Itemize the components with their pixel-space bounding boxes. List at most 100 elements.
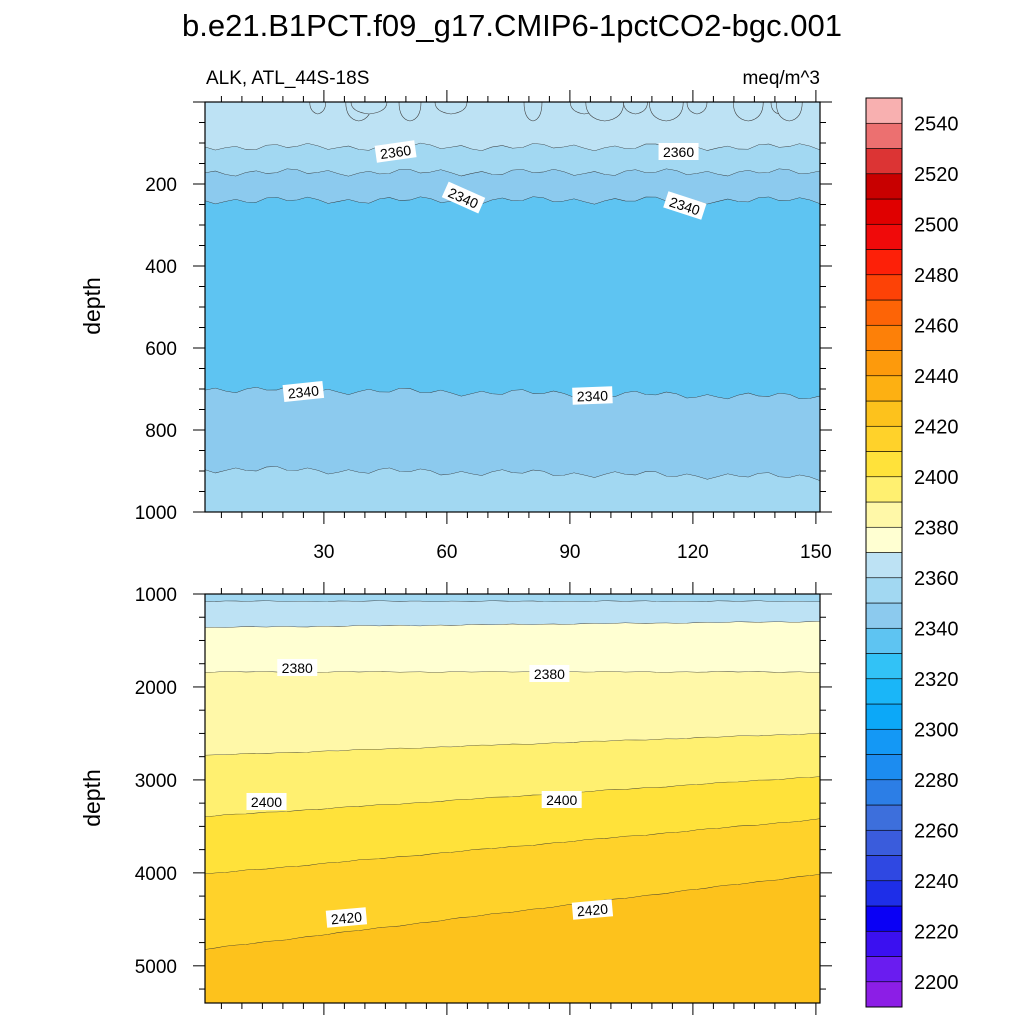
colorbar-swatch [865, 653, 903, 680]
plot-frame [204, 593, 821, 1004]
colorbar-swatch [865, 400, 903, 427]
colorbar-label: 2280 [914, 770, 959, 792]
contour-label: 2420 [325, 907, 368, 928]
contour-label: 2340 [282, 380, 325, 403]
colorbar-label: 2220 [914, 921, 959, 943]
colorbar-swatch [865, 223, 903, 250]
colorbar-swatch [865, 728, 903, 755]
colorbar-label: 2300 [914, 719, 959, 741]
colorbar-swatch [865, 501, 903, 528]
colorbar-swatch [865, 122, 903, 149]
surface-patch [648, 101, 684, 122]
colorbar-label: 2340 [914, 618, 959, 640]
contour-label: 2420 [571, 899, 614, 920]
contour-band-2410 [205, 776, 820, 875]
colorbar-swatch [865, 375, 903, 402]
colorbar-swatch [865, 350, 903, 377]
colorbar-label: 2440 [914, 366, 959, 388]
colorbar-swatch [865, 905, 903, 932]
colorbar-swatch [865, 476, 903, 503]
y-tick-label: 600 [145, 339, 177, 360]
colorbar-swatch [865, 324, 903, 351]
colorbar-swatch [865, 451, 903, 478]
colorbar-swatch [865, 804, 903, 831]
colorbar-swatch [865, 425, 903, 452]
colorbar-frame [865, 97, 903, 1008]
surface-patch [398, 101, 422, 122]
surface-patch [585, 101, 625, 122]
contour-band-2400 [205, 733, 820, 817]
colorbar-swatch [865, 703, 903, 730]
colorbar-swatch [865, 526, 903, 553]
svg-text:2380: 2380 [282, 660, 313, 676]
surface-patch [623, 101, 648, 115]
colorbar-swatch [865, 577, 903, 604]
colorbar-label: 2260 [914, 820, 959, 842]
contour-label: 2360 [658, 143, 699, 160]
contour-label: 2380 [277, 659, 318, 676]
surface-patch [350, 101, 388, 115]
colorbar-swatch [865, 97, 903, 124]
contour-label: 2340 [572, 386, 613, 405]
svg-text:2380: 2380 [534, 666, 565, 682]
x-tick-label: 30 [313, 542, 334, 563]
contour-band-2330 [205, 196, 820, 400]
contour-band-2360 [205, 594, 820, 602]
colorbar-swatch [865, 148, 903, 175]
svg-text:2400: 2400 [251, 794, 282, 810]
surface-patch [434, 101, 468, 115]
subtitle-left: ALK, ATL_44S-18S [206, 68, 369, 89]
contour-band-2350 [205, 466, 820, 512]
svg-text:2340: 2340 [287, 382, 320, 401]
colorbar-swatch [865, 678, 903, 705]
contour-band-2370 [205, 600, 820, 628]
colorbar-swatch [865, 274, 903, 301]
colorbar-swatch [865, 602, 903, 629]
y-tick-label: 400 [145, 257, 177, 278]
y-tick-label: 1000 [135, 585, 177, 606]
y-tick-label: 5000 [135, 957, 177, 978]
colorbar-swatch [865, 552, 903, 579]
y-axis-label-upper: depth [79, 277, 105, 335]
svg-text:2420: 2420 [330, 909, 363, 928]
x-tick-label: 90 [559, 542, 580, 563]
colorbar-swatch [865, 855, 903, 882]
colorbar-swatch [865, 198, 903, 225]
colorbar-swatch [865, 829, 903, 856]
y-tick-label: 200 [145, 175, 177, 196]
svg-text:2360: 2360 [379, 142, 412, 162]
contour-band-2340 [205, 169, 820, 205]
svg-text:2340: 2340 [577, 387, 609, 404]
colorbar-label: 2460 [914, 315, 959, 337]
x-tick-label: 150 [800, 542, 832, 563]
x-tick-label: 60 [436, 542, 457, 563]
colorbar-swatch [865, 779, 903, 806]
colorbar-swatch [865, 173, 903, 200]
colorbar: 2200 2220 2240 2260 2280 2300 2320 2340 2360 2380… [865, 97, 959, 1008]
y-axis-label-lower: depth [79, 769, 105, 827]
colorbar-label: 2500 [914, 214, 959, 236]
colorbar-label: 2240 [914, 871, 959, 893]
y-tick-label: 4000 [135, 864, 177, 885]
colorbar-label: 2200 [914, 972, 959, 994]
colorbar-label: 2480 [914, 265, 959, 287]
lower-panel: 2380 2380 2400 2400 2420 2420 1000 2000 3000 4000… [135, 582, 832, 1015]
svg-text:2360: 2360 [663, 144, 694, 160]
surface-patch [686, 101, 708, 115]
contour-band-2340 [205, 386, 820, 481]
contour-band-2430 [205, 874, 820, 1003]
colorbar-swatch [865, 299, 903, 326]
colorbar-label: 2400 [914, 467, 959, 489]
colorbar-swatch [865, 627, 903, 654]
contour-label: 2400 [246, 793, 287, 810]
contour-label: 2360 [374, 140, 417, 163]
subtitle-right: meq/m^3 [742, 68, 820, 89]
x-tick-label: 120 [677, 542, 709, 563]
colorbar-swatch [865, 981, 903, 1008]
surface-patch [732, 101, 764, 122]
svg-text:2400: 2400 [546, 792, 577, 808]
colorbar-swatch [865, 956, 903, 983]
y-tick-label: 800 [145, 421, 177, 442]
